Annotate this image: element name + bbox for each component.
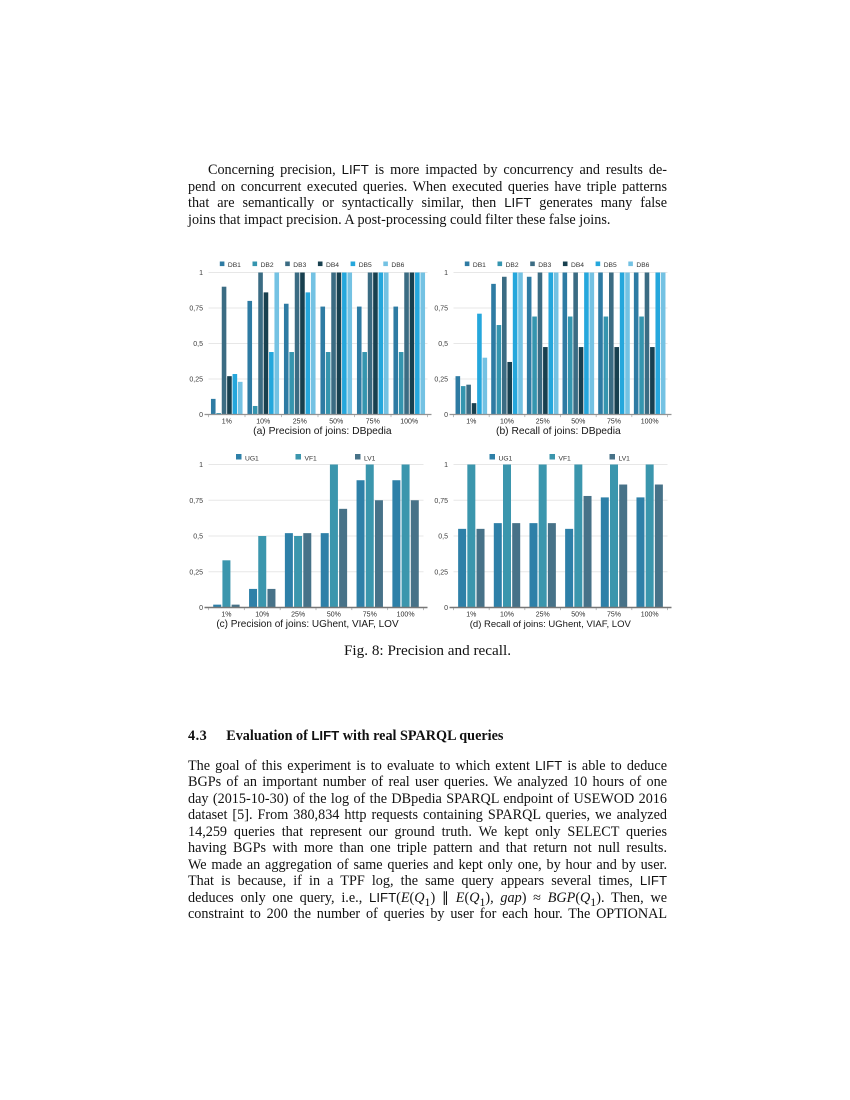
- svg-text:75%: 75%: [366, 419, 380, 426]
- svg-text:1: 1: [199, 462, 203, 469]
- svg-text:1: 1: [444, 462, 448, 469]
- svg-text:DB4: DB4: [326, 262, 339, 269]
- svg-text:UG1: UG1: [245, 455, 259, 462]
- svg-text:10%: 10%: [255, 612, 269, 619]
- svg-text:100%: 100%: [641, 419, 659, 426]
- svg-text:DB2: DB2: [261, 262, 274, 269]
- svg-text:75%: 75%: [607, 419, 621, 426]
- svg-text:50%: 50%: [329, 419, 343, 426]
- svg-text:(c) Precision of joins: UGhent: (c) Precision of joins: UGhent, VIAF, LO…: [216, 619, 399, 630]
- svg-text:0,5: 0,5: [193, 534, 203, 541]
- svg-text:0,75: 0,75: [189, 306, 203, 313]
- svg-text:75%: 75%: [607, 612, 621, 619]
- svg-text:10%: 10%: [256, 419, 270, 426]
- svg-text:1%: 1%: [466, 612, 476, 619]
- svg-text:DB3: DB3: [293, 262, 306, 269]
- svg-text:0,75: 0,75: [434, 306, 448, 313]
- svg-text:DB6: DB6: [391, 262, 404, 269]
- svg-text:0,5: 0,5: [438, 341, 448, 348]
- svg-text:0,25: 0,25: [189, 377, 203, 384]
- svg-text:0: 0: [444, 605, 448, 612]
- svg-text:25%: 25%: [291, 612, 305, 619]
- svg-text:0: 0: [199, 605, 203, 612]
- svg-text:VF1: VF1: [305, 455, 318, 462]
- svg-text:1%: 1%: [222, 419, 232, 426]
- svg-text:0,75: 0,75: [434, 498, 448, 505]
- svg-text:VF1: VF1: [559, 455, 572, 462]
- svg-text:(b) Recall of joins: DBpedia: (b) Recall of joins: DBpedia: [496, 426, 621, 437]
- svg-text:25%: 25%: [293, 419, 307, 426]
- svg-text:25%: 25%: [536, 419, 550, 426]
- svg-text:0,25: 0,25: [434, 569, 448, 576]
- svg-text:DB4: DB4: [571, 262, 584, 269]
- svg-text:50%: 50%: [571, 419, 585, 426]
- svg-text:(d) Recall of joins: UGhent, V: (d) Recall of joins: UGhent, VIAF, LOV: [470, 619, 632, 630]
- svg-text:0: 0: [444, 412, 448, 419]
- svg-text:100%: 100%: [397, 612, 415, 619]
- svg-text:LV1: LV1: [364, 455, 376, 462]
- svg-text:10%: 10%: [500, 419, 514, 426]
- svg-text:LV1: LV1: [619, 455, 631, 462]
- svg-text:50%: 50%: [327, 612, 341, 619]
- svg-text:(a) Precision of joins: DBpedi: (a) Precision of joins: DBpedia: [253, 426, 392, 437]
- svg-text:1: 1: [444, 270, 448, 277]
- svg-text:10%: 10%: [500, 612, 514, 619]
- svg-text:0,75: 0,75: [189, 498, 203, 505]
- svg-text:DB3: DB3: [538, 262, 551, 269]
- svg-text:25%: 25%: [536, 612, 550, 619]
- svg-text:DB6: DB6: [636, 262, 649, 269]
- svg-text:DB1: DB1: [473, 262, 486, 269]
- svg-text:1%: 1%: [466, 419, 476, 426]
- svg-text:0: 0: [199, 412, 203, 419]
- svg-text:DB5: DB5: [604, 262, 617, 269]
- svg-text:DB2: DB2: [506, 262, 519, 269]
- svg-text:DB1: DB1: [228, 262, 241, 269]
- svg-text:UG1: UG1: [499, 455, 513, 462]
- svg-text:0,5: 0,5: [193, 341, 203, 348]
- svg-text:1%: 1%: [221, 612, 231, 619]
- svg-text:0,5: 0,5: [438, 534, 448, 541]
- svg-text:0,25: 0,25: [189, 569, 203, 576]
- svg-text:1: 1: [199, 270, 203, 277]
- svg-text:100%: 100%: [641, 612, 659, 619]
- svg-text:50%: 50%: [571, 612, 585, 619]
- svg-text:DB5: DB5: [359, 262, 372, 269]
- svg-text:75%: 75%: [363, 612, 377, 619]
- svg-text:0,25: 0,25: [434, 377, 448, 384]
- svg-text:100%: 100%: [400, 419, 418, 426]
